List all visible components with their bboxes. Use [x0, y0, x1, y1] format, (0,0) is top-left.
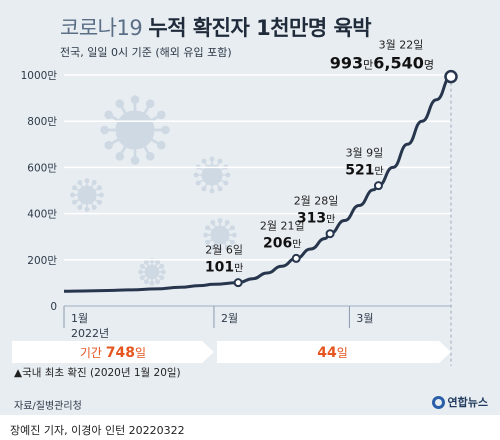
data-point [373, 181, 383, 191]
y-tick-label: 1000만 [21, 70, 58, 82]
y-tick-label: 400만 [27, 209, 57, 221]
data-point [291, 253, 301, 263]
period-arrow [216, 341, 451, 363]
data-label-value: 206만 [263, 235, 301, 251]
period-label: 44일 [317, 345, 348, 361]
chart-card: 0 200만 400만 600만 800만 1000만 1월 2022년 2월 3월 2월 6일 10… [0, 0, 500, 415]
data-point [325, 229, 335, 239]
brand-icon [431, 395, 445, 409]
x-tick-label: 2월 [221, 312, 238, 325]
period-arrow [12, 341, 214, 363]
y-tick-label: 200만 [27, 255, 57, 267]
x-tick-label: 3월 [356, 312, 373, 325]
source-text: 자료/질병관리청 [14, 401, 82, 412]
data-label-value: 993만6,540명 [330, 54, 434, 73]
data-label-value: 101만 [205, 260, 243, 276]
y-tick-label: 800만 [27, 116, 57, 128]
first-case-note: ▲국내 최초 확진 (2020년 1월 20일) [14, 367, 181, 379]
data-label-date: 2월 28일 [294, 194, 339, 208]
data-label-date: 2월 21일 [260, 218, 305, 232]
virus-icon [70, 178, 104, 212]
period-label: 기간 748일 [80, 345, 146, 361]
virus-icon [193, 156, 231, 194]
data-label-value: 521만 [345, 163, 383, 179]
data-point [233, 278, 243, 288]
data-label-date: 3월 9일 [346, 146, 384, 160]
data-label-value: 313만 [297, 211, 335, 227]
y-tick-label: 600만 [27, 162, 57, 174]
x-tick-label: 1월 [71, 312, 88, 325]
brand-logo: 연합뉴스 [431, 394, 488, 410]
virus-icon [138, 258, 166, 286]
data-point [444, 69, 458, 84]
title-light: 코로나19 [60, 16, 143, 40]
chart-svg: 0 200만 400만 600만 800만 1000만 1월 2022년 2월 3월 2월 6일 10… [12, 38, 458, 366]
x-tick-sublabel: 2022년 [71, 327, 109, 340]
chart-subtitle: 전국, 일일 0시 기준 (해외 유입 포함) [60, 46, 232, 59]
virus-icon [100, 95, 170, 165]
brand-name: 연합뉴스 [447, 396, 488, 409]
y-tick-label: 0 [50, 301, 57, 313]
title-bold: 누적 확진자 1천만명 육박 [148, 16, 372, 40]
data-label-date: 2월 6일 [205, 243, 243, 257]
virus-icon [203, 218, 237, 252]
chart-title: 코로나19 누적 확진자 1천만명 육박 [60, 12, 372, 42]
credit-text: 장예진 기자, 이경아 인턴 20220322 [10, 424, 185, 437]
data-label-date: 3월 22일 [379, 38, 424, 52]
